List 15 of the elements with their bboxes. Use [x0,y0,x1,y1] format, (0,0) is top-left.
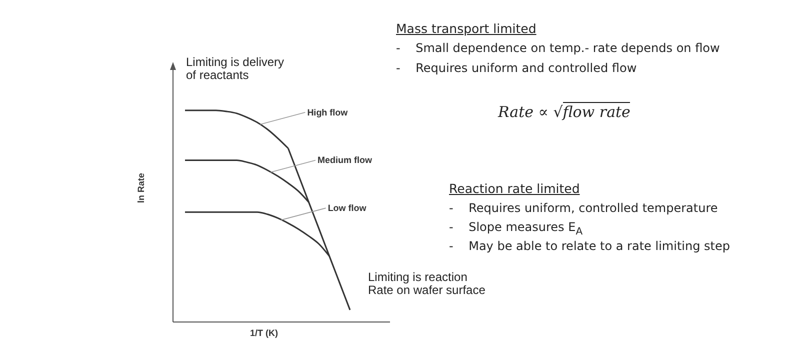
text: Limiting is reaction Rate on wafer surface [368,270,486,297]
text: - May be able to relate to a rate limiting step [449,239,730,253]
text: Limiting is delivery of reactants [186,55,284,82]
text: High flow [307,107,349,118]
text: - Small dependence on temp.- rate depends on flow [396,41,720,55]
text: Rate ∝ √flow rate [498,102,630,121]
y-axis-title: ln Rate [136,172,146,203]
text: - Requires uniform and controlled flow [396,61,637,75]
text: Medium flow [318,155,373,166]
text: Mass transport limited [396,21,536,36]
text: Low flow [328,203,368,214]
x-axis-title: 1/T (K) [250,328,278,338]
text: Reaction rate limited [449,181,580,196]
text: - Requires uniform, controlled temperature [449,201,718,215]
text: - Slope measures E$_{A}$ [449,220,583,238]
